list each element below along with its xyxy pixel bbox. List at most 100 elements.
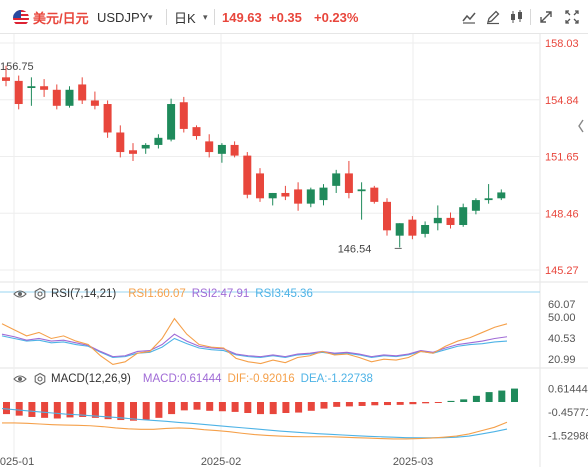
candle-body bbox=[78, 84, 87, 101]
macd-histogram-bar bbox=[15, 402, 23, 416]
symbol-dropdown-icon[interactable]: ▾ bbox=[148, 11, 153, 22]
price-axis-label: 151.65 bbox=[545, 152, 579, 164]
line-chart-icon[interactable] bbox=[460, 8, 478, 26]
rsi1-line bbox=[1, 317, 508, 365]
candle-body bbox=[90, 100, 99, 106]
candle-body bbox=[141, 144, 150, 149]
candle-style-icon[interactable] bbox=[508, 8, 526, 26]
collapse-panel-icon[interactable] bbox=[576, 112, 586, 140]
rsi-header: RSI(7,14,21) RSI1:60.07 RSI2:47.91 RSI3:… bbox=[0, 285, 319, 303]
candle-body bbox=[52, 89, 61, 106]
rsi3-value: RSI3:45.36 bbox=[255, 288, 313, 300]
macd-histogram-bar bbox=[130, 402, 137, 421]
last-price: 149.63 bbox=[222, 9, 262, 25]
candle-body bbox=[497, 192, 506, 199]
macd-histogram-bar bbox=[117, 402, 125, 421]
macd-histogram-bar bbox=[193, 402, 201, 410]
kline-chart[interactable]: 158.03 154.84 151.65 148.46 145.27 156.75 146.… bbox=[0, 34, 588, 467]
macd-histogram-bar bbox=[231, 402, 239, 412]
fullscreen-icon[interactable] bbox=[563, 8, 581, 26]
candle-body bbox=[103, 104, 112, 133]
candle-body bbox=[471, 200, 480, 211]
symbol-name-cn[interactable]: 美元/日元 bbox=[33, 10, 89, 26]
macd-histogram-bar bbox=[434, 402, 442, 403]
macd-histogram-bar bbox=[460, 399, 468, 402]
high-annotation: 156.75 bbox=[0, 61, 34, 73]
macd-histogram-bar bbox=[333, 402, 341, 407]
macd-histogram-bar bbox=[511, 388, 518, 402]
price-axis-label: 148.46 bbox=[545, 208, 579, 220]
time-axis-label: 2025-03 bbox=[393, 456, 433, 467]
eye-icon[interactable] bbox=[13, 287, 27, 301]
candle-body bbox=[459, 207, 468, 225]
candle-body bbox=[408, 219, 417, 236]
candle-body bbox=[383, 201, 391, 231]
macd-label[interactable]: MACD(12,26,9) bbox=[51, 373, 131, 385]
macd-histogram-bar bbox=[282, 402, 290, 413]
macd-histogram-bar bbox=[485, 392, 493, 402]
macd-histogram-bar bbox=[168, 402, 176, 415]
edit-icon[interactable] bbox=[484, 8, 502, 26]
candle-body bbox=[484, 198, 493, 201]
price-change: +0.35 bbox=[269, 9, 302, 25]
price-axis-label: 158.03 bbox=[545, 38, 579, 50]
price-axis-label: 154.84 bbox=[545, 95, 579, 107]
rsi3-line bbox=[1, 335, 508, 359]
candle-body bbox=[294, 189, 303, 204]
macd-histogram-bar bbox=[91, 402, 99, 418]
candle-body bbox=[433, 217, 442, 224]
time-axis-label: 2025-02 bbox=[201, 456, 241, 467]
dea-line bbox=[1, 408, 508, 439]
us-flag-icon bbox=[13, 10, 29, 26]
candle-body bbox=[217, 144, 226, 154]
macd-histogram-bar bbox=[79, 402, 87, 417]
macd-histogram-bar bbox=[295, 402, 303, 413]
candle-body bbox=[230, 144, 239, 156]
macd-axis-label: -1.52986 bbox=[548, 431, 588, 443]
candle-body bbox=[256, 173, 264, 199]
eye-icon[interactable] bbox=[13, 372, 27, 386]
macd-axis-label: -0.45771 bbox=[548, 407, 588, 419]
settings-icon[interactable] bbox=[33, 287, 47, 301]
macd-histogram-bar bbox=[142, 402, 150, 420]
period-selector[interactable]: 日K bbox=[174, 10, 196, 26]
low-annotation: 146.54 bbox=[338, 243, 372, 255]
period-dropdown-icon[interactable]: ▾ bbox=[203, 11, 208, 22]
macd-histogram-bar bbox=[155, 402, 163, 418]
candle-body bbox=[129, 150, 137, 154]
macd-axis-label: 0.61444 bbox=[548, 383, 588, 395]
candle-body bbox=[40, 86, 49, 90]
macd-histogram-bar bbox=[104, 402, 112, 420]
dea-value: DEA:-1.22738 bbox=[300, 373, 373, 385]
candle-body bbox=[395, 223, 404, 236]
macd-histogram-bar bbox=[320, 402, 328, 409]
symbol-code[interactable]: USDJPY bbox=[97, 9, 149, 25]
macd-histogram-bar bbox=[53, 402, 61, 419]
macd-histogram-bar bbox=[41, 402, 49, 418]
candle-body bbox=[243, 155, 252, 195]
macd-histogram-bar bbox=[257, 402, 264, 415]
macd-histogram-bar bbox=[358, 402, 366, 406]
candle-body bbox=[14, 80, 23, 105]
rsi-axis-label: 20.99 bbox=[548, 354, 576, 366]
macd-histogram-bar bbox=[409, 402, 417, 405]
expand-icon[interactable] bbox=[537, 8, 555, 26]
candle-body bbox=[370, 187, 379, 202]
candle-body bbox=[116, 132, 125, 153]
macd-histogram-bar bbox=[498, 390, 506, 402]
candle-body bbox=[268, 192, 277, 199]
candle-body bbox=[344, 173, 353, 193]
macd-histogram-bar bbox=[371, 402, 379, 406]
macd-histogram-bar bbox=[307, 402, 315, 411]
macd-header: MACD(12,26,9) MACD:0.61444 DIF:-0.92016 … bbox=[0, 370, 379, 388]
candle-body bbox=[27, 86, 36, 89]
candle-body bbox=[192, 127, 201, 137]
settings-icon[interactable] bbox=[33, 372, 47, 386]
time-axis-label: 2025-01 bbox=[0, 456, 34, 467]
candle-body bbox=[421, 224, 430, 234]
toolbar-divider bbox=[214, 9, 215, 25]
candle-body bbox=[179, 102, 188, 129]
candle-body bbox=[167, 104, 176, 140]
rsi-label[interactable]: RSI(7,14,21) bbox=[51, 288, 117, 300]
rsi1-value: RSI1:60.07 bbox=[128, 288, 186, 300]
